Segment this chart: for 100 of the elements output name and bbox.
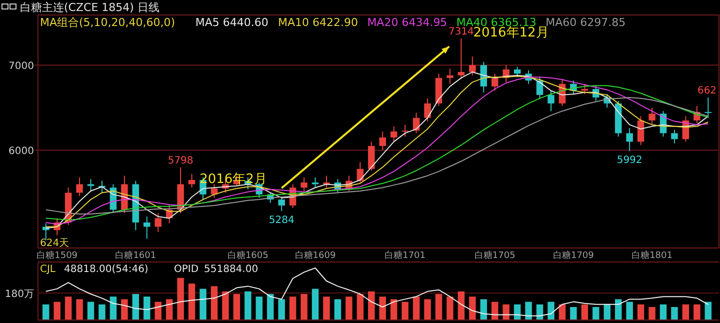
bar [604, 304, 610, 320]
text: MA5 6440.60 [195, 16, 268, 29]
annotation: MA组合(5,10,20,40,60,0) [40, 16, 176, 29]
bar [177, 278, 184, 320]
y-tick-label: 7000 [8, 61, 34, 72]
bar [424, 299, 431, 320]
x-tick-label: 白糖1701 [384, 250, 426, 261]
candlestick [402, 124, 408, 138]
bar [256, 296, 263, 320]
bar [671, 307, 678, 320]
bar [76, 299, 83, 320]
bar [289, 296, 296, 320]
annotation: 5992 [616, 154, 642, 166]
bar [412, 296, 420, 320]
candlestick [154, 212, 162, 232]
bar [244, 291, 252, 320]
bar [188, 284, 196, 320]
bar [42, 304, 50, 320]
bar [637, 304, 644, 320]
candlestick [87, 178, 94, 192]
candlestick [491, 73, 498, 92]
annotation: 7314 [448, 26, 474, 38]
bar [626, 302, 633, 320]
bar [132, 294, 140, 320]
candlestick [626, 128, 633, 152]
chart-title: 白糖主连(CZCE 1854) 日线 [20, 1, 160, 14]
bar [121, 299, 128, 320]
candlestick [188, 174, 196, 188]
bar [614, 299, 622, 320]
bar [110, 296, 117, 320]
text: MA10 6422.90 [278, 16, 358, 29]
candlestick [704, 96, 712, 118]
ref-line-label: 180万 [4, 288, 34, 300]
text: MA20 6434.95 [367, 16, 448, 29]
annotation: 5798 [168, 155, 194, 166]
annotation: 624天 [40, 238, 70, 249]
bar [379, 296, 386, 320]
bar [469, 296, 476, 320]
x-tick-label: 白糖1609 [294, 250, 336, 261]
candlestick [648, 107, 656, 126]
bar [312, 288, 319, 320]
bar [704, 302, 712, 320]
bar [660, 304, 667, 320]
bar [682, 304, 690, 320]
x-tick-label: 白糖1709 [552, 250, 594, 261]
bar [548, 302, 554, 320]
annotation: OPID [174, 264, 199, 275]
candlestick [379, 131, 386, 151]
bar [390, 299, 398, 320]
candlestick [469, 56, 476, 76]
bar [144, 296, 150, 320]
annotation: CJL [40, 264, 56, 275]
bar [266, 294, 274, 320]
annotation: 5284 [268, 215, 294, 226]
x-tick-label: 白糖1705 [474, 250, 516, 261]
candlestick [144, 216, 150, 240]
bar [581, 304, 588, 320]
bar [323, 296, 330, 320]
bar [233, 294, 240, 320]
bar [210, 286, 218, 320]
bar [222, 291, 229, 320]
bar [446, 296, 454, 320]
candlestick [368, 141, 375, 172]
candlestick [514, 66, 521, 78]
candlestick [390, 126, 398, 142]
bar [402, 302, 408, 320]
candlestick [278, 197, 285, 212]
x-tick-label: 白糖1601 [115, 250, 156, 261]
bar [592, 307, 600, 320]
bar [502, 304, 510, 320]
bar [64, 296, 72, 320]
candlestick [671, 129, 678, 144]
bar [87, 302, 94, 320]
bar [458, 291, 465, 320]
bar [694, 304, 700, 320]
x-tick-label: 白糖1801 [632, 250, 672, 261]
x-tick-label: 白糖1605 [227, 250, 268, 261]
annotation: 48818.00(54:46) [64, 264, 148, 275]
bar [525, 302, 532, 320]
bar [200, 288, 206, 320]
candlestick [446, 68, 454, 84]
y-tick-label: 6000 [8, 146, 34, 158]
bar [54, 302, 60, 320]
bar [166, 299, 173, 320]
bar [570, 307, 577, 320]
annotation: 662 [697, 85, 717, 96]
bar [334, 299, 342, 320]
bar [154, 302, 162, 320]
candlestick [424, 98, 431, 122]
candlestick [458, 38, 465, 80]
bar [346, 296, 352, 320]
bar [278, 299, 285, 320]
bar [98, 304, 106, 320]
candlestick [548, 90, 554, 112]
bar [368, 291, 375, 320]
x-tick-label: 白糖1509 [36, 250, 78, 261]
candlestick [76, 176, 83, 197]
candlestick [300, 176, 308, 192]
bar [480, 299, 488, 320]
bar [300, 294, 308, 320]
